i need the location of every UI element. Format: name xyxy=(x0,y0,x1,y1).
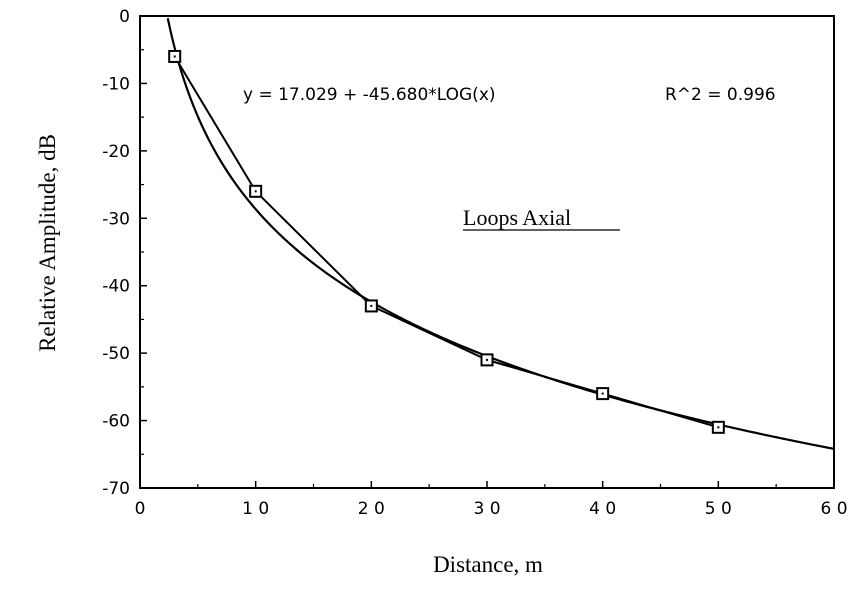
fit-equation: y = 17.029 + -45.680*LOG(x) xyxy=(243,85,496,105)
data-point xyxy=(711,420,725,434)
y-tick-label: -10 xyxy=(102,74,130,94)
x-tick-label: 3 0 xyxy=(473,499,500,519)
data-point-center xyxy=(254,190,257,193)
y-tick-label: -40 xyxy=(102,277,130,297)
y-tick-label: -50 xyxy=(102,344,130,364)
series xyxy=(166,18,834,450)
data-point-center xyxy=(717,426,720,429)
y-tick-label: 0 xyxy=(119,7,130,27)
r-squared: R^2 = 0.996 xyxy=(665,85,776,105)
y-tick-label: -70 xyxy=(102,479,130,499)
y-tick-label: -20 xyxy=(102,142,130,162)
tick-labels: 0 1 0 2 0 3 0 4 0 5 0 6 0 0 -10 -20 -30 -40 -50 -60 -7… xyxy=(102,7,847,519)
data-point xyxy=(364,299,378,313)
y-tick-label: -60 xyxy=(102,412,130,432)
y-axis-title: Relative Amplitude, dB xyxy=(35,134,60,352)
data-point-center xyxy=(486,358,488,361)
data-point-center xyxy=(173,55,176,58)
series-label: Loops Axial xyxy=(463,205,571,230)
measured-line xyxy=(173,55,719,429)
ticks xyxy=(139,15,835,489)
data-point xyxy=(596,387,610,401)
x-tick-label: 0 xyxy=(135,499,146,519)
y-tick-label: -30 xyxy=(102,209,130,229)
data-point xyxy=(480,353,494,367)
x-tick-label: 1 0 xyxy=(242,499,269,519)
fit-curve xyxy=(166,18,834,450)
x-tick-label: 4 0 xyxy=(589,499,616,519)
x-tick-label: 2 0 xyxy=(358,499,385,519)
data-point-center xyxy=(601,392,604,395)
data-point xyxy=(168,49,182,63)
x-tick-label: 6 0 xyxy=(820,499,847,519)
x-axis-title: Distance, m xyxy=(433,552,543,577)
data-point xyxy=(249,184,263,198)
x-tick-label: 5 0 xyxy=(705,499,732,519)
data-point-center xyxy=(370,304,373,307)
